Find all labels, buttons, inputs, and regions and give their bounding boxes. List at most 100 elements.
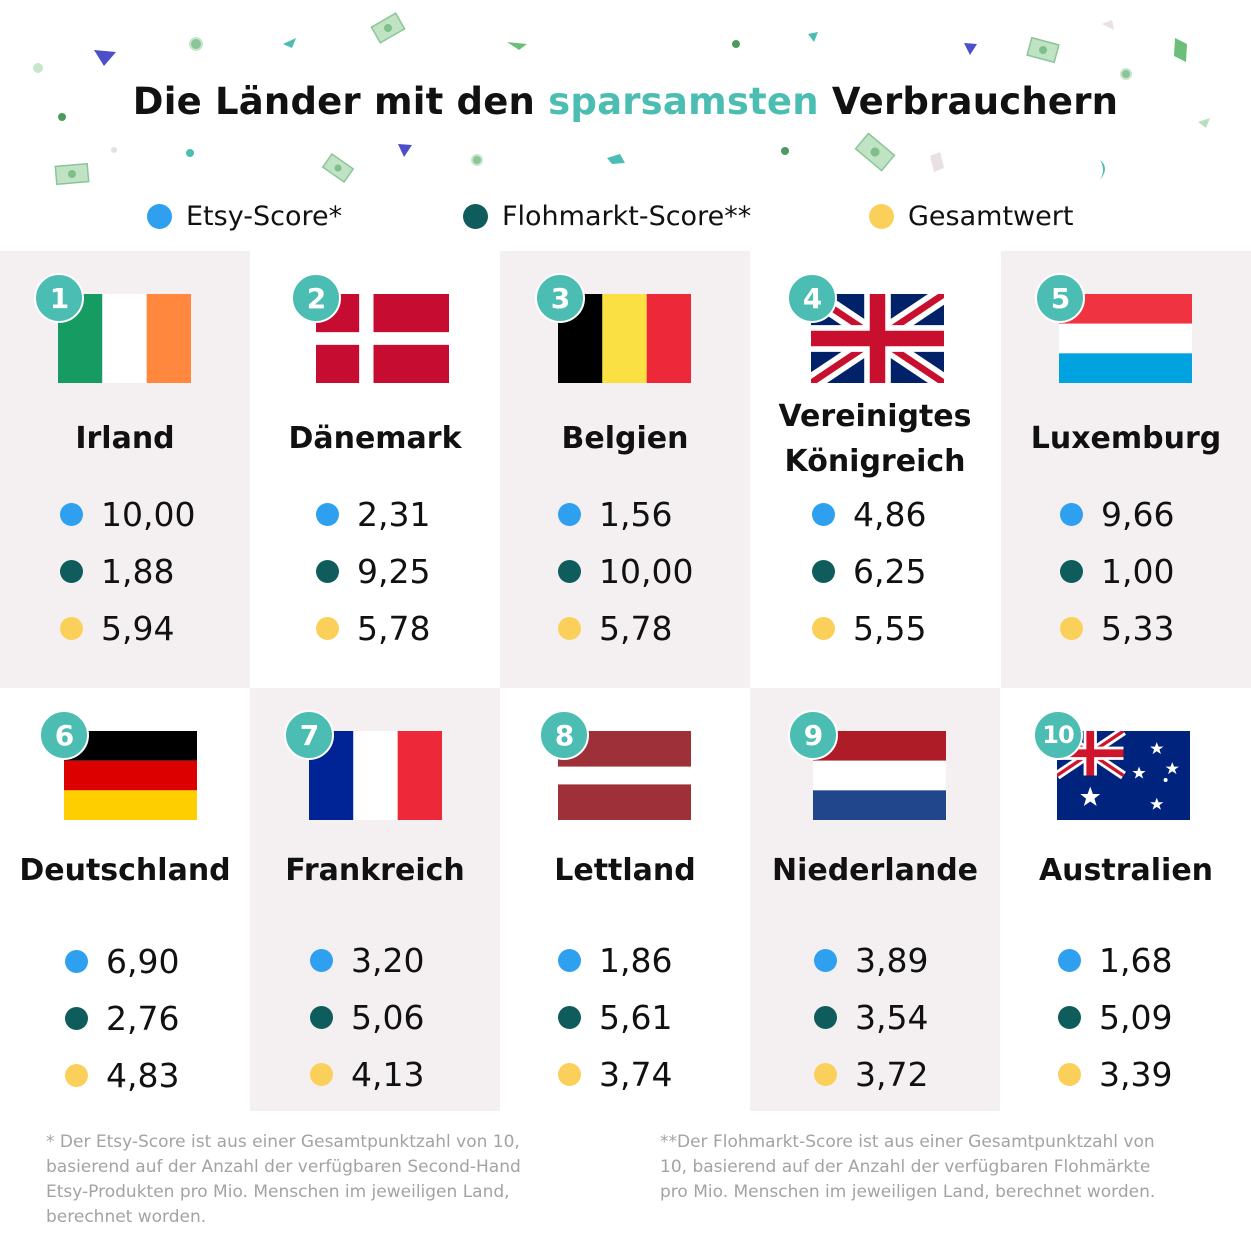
rank-badge: 6 (39, 710, 89, 760)
country-card: 8 Lettland 1,86 5,61 3,74 (500, 688, 750, 1111)
flohmarkt-dot-icon (1058, 1005, 1081, 1029)
rank-badge: 7 (284, 710, 334, 760)
etsy-dot-icon (812, 502, 835, 526)
page-title: Die Länder mit den sparsamsten Verbrauch… (132, 80, 1119, 123)
etsy-score: 9,66 (1060, 494, 1174, 534)
etsy-score: 6,90 (65, 941, 179, 981)
country-card: 7 Frankreich 3,20 5,06 4,13 (250, 688, 500, 1111)
country-name: Deutschland (19, 853, 231, 888)
france-flag-icon (309, 731, 442, 820)
country-card: 4 Vereinigtes Königreich 4,86 6,25 5,55 (750, 251, 1000, 688)
country-name: Belgien (561, 421, 689, 456)
money-bill-icon (54, 162, 90, 186)
rank-badge: 4 (787, 273, 837, 323)
footnote-flohmarkt: **Der Flohmarkt-Score ist aus einer Gesa… (660, 1132, 1156, 1202)
country-name: Australien (1038, 853, 1214, 888)
gesamt-score: 3,72 (814, 1054, 928, 1094)
legend-label: Etsy-Score* (186, 200, 343, 232)
flohmarkt-score: 1,88 (60, 551, 174, 591)
flohmarkt-score: 6,25 (812, 551, 926, 591)
confetti-piece-icon (930, 152, 944, 172)
country-card: 9 Niederlande 3,89 3,54 3,72 (750, 688, 1000, 1111)
etsy-dot-icon (1058, 948, 1081, 972)
flohmarkt-dot-icon (1060, 559, 1083, 583)
confetti-dot-icon (732, 40, 740, 48)
confetti-piece-icon (1198, 118, 1210, 128)
etsy-score: 3,20 (310, 940, 424, 980)
flohmarkt-score: 5,09 (1058, 997, 1172, 1037)
gesamt-dot-icon (65, 1063, 88, 1087)
flohmarkt-dot-icon (310, 1005, 333, 1029)
confetti-dot-icon (1120, 68, 1132, 80)
money-bill-icon (321, 152, 355, 184)
confetti-piece-icon (507, 42, 527, 50)
flohmarkt-score: 1,00 (1060, 551, 1174, 591)
flohmarkt-dot-icon (812, 559, 835, 583)
gesamt-dot-icon (1058, 1062, 1081, 1086)
confetti-piece-icon (1174, 38, 1187, 62)
flohmarkt-score: 10,00 (558, 551, 693, 591)
confetti-piece-icon (283, 38, 296, 48)
country-name: Lettland (554, 853, 696, 888)
country-card: 1 Irland 10,00 1,88 5,94 (0, 251, 250, 688)
rank-badge: 3 (535, 273, 585, 323)
belgium-flag-icon (558, 294, 691, 383)
denmark-flag-icon (316, 294, 449, 383)
legend: Etsy-Score* Flohmarkt-Score** Gesamtwert (0, 196, 1251, 236)
flohmarkt-dot-icon (558, 559, 581, 583)
etsy-dot-icon (1060, 502, 1083, 526)
gesamt-score: 5,78 (558, 608, 672, 648)
etsy-dot-icon (558, 502, 581, 526)
country-card: 10 Australien (1001, 688, 1251, 1111)
confetti-dot-icon (781, 147, 789, 155)
gesamt-dot-icon (1060, 616, 1083, 640)
country-card: 2 Dänemark 2,31 9,25 5,78 (250, 251, 500, 688)
footnote-etsy: * Der Etsy-Score ist aus einer Gesamtpun… (46, 1132, 521, 1227)
gesamt-score: 3,39 (1058, 1054, 1172, 1094)
netherlands-flag-icon (813, 731, 946, 820)
flohmarkt-dot-icon (65, 1006, 88, 1030)
gesamt-dot-icon (812, 616, 835, 640)
confetti-dot-icon (189, 37, 203, 51)
flohmarkt-dot-icon (60, 559, 83, 583)
flohmarkt-score: 5,61 (558, 997, 672, 1037)
etsy-dot-icon (147, 203, 172, 229)
gesamt-score: 5,33 (1060, 608, 1174, 648)
rank-badge: 10 (1033, 710, 1083, 760)
flohmarkt-dot-icon (463, 203, 488, 229)
etsy-dot-icon (316, 502, 339, 526)
country-name: Niederlande (771, 853, 979, 888)
etsy-score: 4,86 (812, 494, 926, 534)
gesamt-dot-icon (60, 616, 83, 640)
confetti-dot-icon (58, 113, 66, 121)
gesamt-dot-icon (558, 1062, 581, 1086)
confetti-piece-icon (607, 154, 625, 164)
gesamt-score: 5,94 (60, 608, 174, 648)
confetti-dot-icon (111, 147, 117, 153)
legend-item-etsy: Etsy-Score* (147, 196, 342, 236)
flohmarkt-score: 9,25 (316, 551, 430, 591)
etsy-dot-icon (814, 948, 837, 972)
confetti-decoration (33, 12, 1210, 186)
gesamt-score: 5,55 (812, 608, 926, 648)
confetti-dot-icon (186, 149, 194, 157)
rank-badge: 9 (788, 710, 838, 760)
rank-badge: 8 (539, 710, 589, 760)
country-name: Dänemark (288, 421, 462, 456)
rank-badge: 5 (1035, 273, 1085, 323)
etsy-score: 1,86 (558, 940, 672, 980)
gesamt-dot-icon (310, 1062, 333, 1086)
legend-item-gesamt: Gesamtwert (869, 196, 1073, 236)
legend-item-flohmarkt: Flohmarkt-Score** (463, 196, 751, 236)
country-name: Frankreich (285, 853, 465, 888)
flohmarkt-score: 5,06 (310, 997, 424, 1037)
country-card: 6 Deutschland 6,90 2,76 4,83 (0, 688, 250, 1111)
flohmarkt-dot-icon (814, 1005, 837, 1029)
etsy-dot-icon (310, 948, 333, 972)
money-bill-icon (854, 132, 896, 172)
gesamt-score: 5,78 (316, 608, 430, 648)
rank-badge: 2 (291, 273, 341, 323)
etsy-score: 1,68 (1058, 940, 1172, 980)
gesamt-dot-icon (814, 1062, 837, 1086)
money-bill-icon (1026, 36, 1060, 64)
